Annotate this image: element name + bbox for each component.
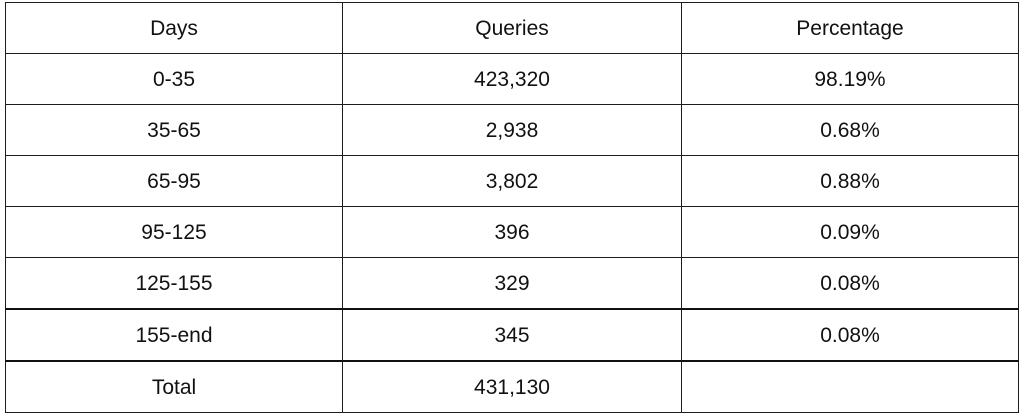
table-row: 65-95 3,802 0.88% [5, 155, 1019, 207]
queries-cell: 423,320 [342, 53, 682, 105]
table-row: 155-end 345 0.08% [5, 308, 1019, 362]
table-row: 35-65 2,938 0.68% [5, 104, 1019, 156]
days-cell: 95-125 [5, 206, 343, 258]
percentage-cell: 98.19% [681, 53, 1019, 105]
header-row: Days Queries Percentage [5, 2, 1019, 54]
table-row: 125-155 329 0.08% [5, 257, 1019, 310]
percentage-cell: 0.88% [681, 155, 1019, 207]
percentage-cell: 0.08% [681, 257, 1019, 310]
queries-cell: 345 [342, 308, 682, 362]
total-label-cell: Total [5, 360, 343, 413]
days-cell: 155-end [5, 308, 343, 362]
queries-cell: 329 [342, 257, 682, 310]
percentage-cell: 0.09% [681, 206, 1019, 258]
queries-cell: 396 [342, 206, 682, 258]
query-distribution-table-container: Days Queries Percentage 0-35 423,320 98.… [5, 2, 1019, 413]
days-cell: 0-35 [5, 53, 343, 105]
total-queries-cell: 431,130 [342, 360, 682, 413]
days-cell: 125-155 [5, 257, 343, 310]
percentage-cell: 0.08% [681, 308, 1019, 362]
query-distribution-table: Days Queries Percentage 0-35 423,320 98.… [5, 2, 1019, 413]
header-percentage: Percentage [681, 2, 1019, 54]
percentage-cell: 0.68% [681, 104, 1019, 156]
table-row: 0-35 423,320 98.19% [5, 53, 1019, 105]
header-days: Days [5, 2, 343, 54]
queries-cell: 2,938 [342, 104, 682, 156]
days-cell: 65-95 [5, 155, 343, 207]
queries-cell: 3,802 [342, 155, 682, 207]
total-percentage-cell [681, 360, 1019, 413]
days-cell: 35-65 [5, 104, 343, 156]
table-row: 95-125 396 0.09% [5, 206, 1019, 258]
header-queries: Queries [342, 2, 682, 54]
total-row: Total 431,130 [5, 360, 1019, 413]
